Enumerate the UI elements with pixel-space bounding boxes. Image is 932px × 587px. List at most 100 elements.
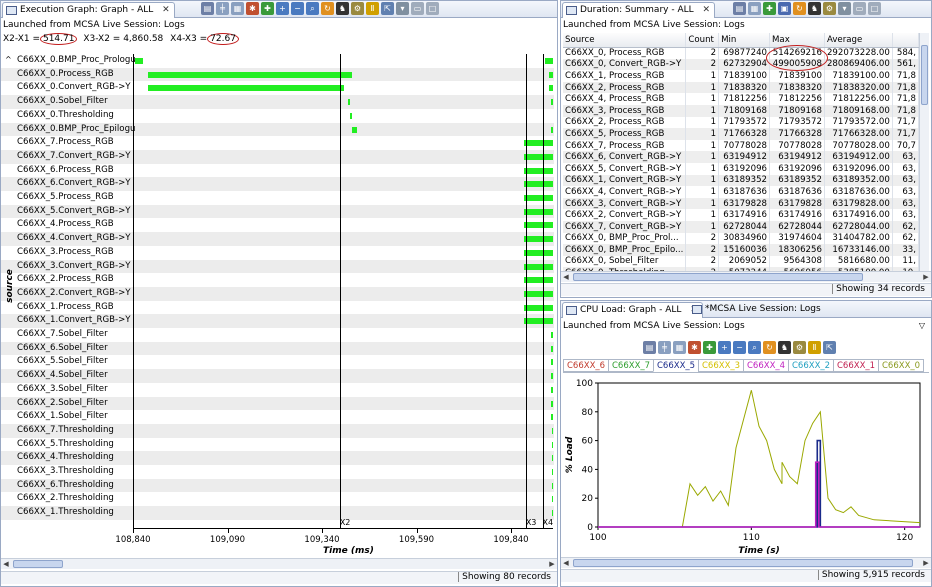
execution-bar[interactable] <box>523 208 553 215</box>
execution-bar[interactable] <box>550 359 553 366</box>
execution-bar[interactable] <box>135 58 144 64</box>
tab-cpu-load[interactable]: CPU Load: Graph - ALL ✕ <box>562 302 703 318</box>
column-header[interactable]: Source <box>563 33 687 48</box>
execution-bar[interactable] <box>551 455 554 462</box>
table-row[interactable]: C66XX_0, Thresholding2507324456969565385… <box>563 267 919 271</box>
execution-bar[interactable] <box>523 222 553 229</box>
graph-row[interactable] <box>1 451 554 465</box>
table-row[interactable]: C66XX_0, BMP_Proc_Prol... 2 30834960 319746… <box>563 232 919 245</box>
graph-row[interactable] <box>1 286 554 301</box>
execution-bar[interactable] <box>551 510 554 517</box>
execution-bar[interactable] <box>523 277 553 284</box>
zoom-fit-icon[interactable]: ⌕ <box>306 2 319 15</box>
settings-icon[interactable]: ⚙ <box>351 2 364 15</box>
graph-row[interactable] <box>1 273 554 287</box>
graph-row[interactable] <box>1 341 554 356</box>
scroll-right-icon[interactable]: ▶ <box>923 559 929 567</box>
export-icon[interactable]: ⇱ <box>381 2 394 15</box>
graph-row[interactable] <box>1 437 554 452</box>
scroll-left-icon[interactable]: ◀ <box>3 560 9 568</box>
graph-row[interactable] <box>1 232 554 246</box>
tab-duration-summary[interactable]: Duration: Summary - ALL ✕ <box>562 2 716 18</box>
find-icon[interactable]: ♞ <box>778 341 791 354</box>
graph-row[interactable] <box>1 191 554 205</box>
vertical-scrollbar[interactable] <box>919 33 929 271</box>
export-icon[interactable]: ⇱ <box>823 341 836 354</box>
table-row[interactable]: C66XX_4, Process_RGB 1 71812256 71812256 718… <box>563 93 919 105</box>
core-tab[interactable]: C66XX_4 <box>743 359 790 372</box>
execution-bar[interactable] <box>523 140 553 147</box>
core-tab[interactable]: C66XX_7 <box>608 359 655 372</box>
execution-bar[interactable] <box>523 263 553 270</box>
graph-row[interactable] <box>1 204 554 219</box>
refresh-icon[interactable]: ↻ <box>321 2 334 15</box>
execution-graph-area[interactable]: C66XX_0.BMP_Proc_Prologue C66XX_0.Process… <box>1 54 557 529</box>
execution-bar[interactable] <box>550 332 553 338</box>
minimize-icon[interactable]: ▭ <box>411 2 424 15</box>
graph-row[interactable] <box>1 506 554 520</box>
graph-row[interactable] <box>1 314 554 328</box>
graph-row[interactable] <box>1 478 554 493</box>
graph-row[interactable] <box>1 54 554 68</box>
marker-line[interactable] <box>133 54 134 529</box>
graph-row[interactable] <box>1 423 554 438</box>
settings-icon[interactable]: ⚙ <box>793 341 806 354</box>
execution-bar[interactable] <box>147 85 344 92</box>
execution-bar[interactable] <box>523 167 553 174</box>
execution-bar[interactable] <box>523 304 553 311</box>
close-icon[interactable]: ✕ <box>162 5 170 15</box>
marker-icon[interactable]: ✱ <box>246 2 259 15</box>
column-header[interactable] <box>892 33 919 48</box>
core-tab[interactable]: C66XX_3 <box>698 359 745 372</box>
find-icon[interactable]: ♞ <box>808 2 821 15</box>
core-tab[interactable]: C66XX_1 <box>833 359 880 372</box>
pause-icon[interactable]: Ⅱ <box>366 2 379 15</box>
measure-icon[interactable]: ╪ <box>216 2 229 15</box>
table-row[interactable]: C66XX_7, Process_RGB 1 70778028 70778028 707… <box>563 139 919 152</box>
execution-bar[interactable] <box>550 373 553 380</box>
graph-row[interactable] <box>1 492 554 507</box>
tab-live-session-logs[interactable]: *MCSA Live Session: Logs <box>689 302 825 317</box>
graph-row[interactable] <box>1 382 554 397</box>
graph-row[interactable] <box>1 136 554 150</box>
filter-icon[interactable]: ✚ <box>703 341 716 354</box>
column-header[interactable]: Count <box>685 33 720 48</box>
horizontal-scrollbar[interactable]: ◀ ▶ <box>561 271 931 282</box>
view-menu-icon[interactable]: ▾ <box>396 2 409 15</box>
core-tab[interactable]: C66XX_2 <box>788 359 835 372</box>
execution-bar[interactable] <box>550 99 553 106</box>
graph-row[interactable] <box>1 300 554 315</box>
graph-row[interactable] <box>1 396 554 411</box>
column-header[interactable]: Average <box>824 33 893 48</box>
table-row[interactable]: C66XX_1, Convert_RGB->Y 1 63189352 63189352… <box>563 174 919 187</box>
table-row[interactable]: C66XX_0, Sobel_Filter 2 2069052 9564308 5816… <box>563 255 919 268</box>
filter-icon[interactable]: ✚ <box>763 2 776 15</box>
scroll-left-icon[interactable]: ◀ <box>563 559 569 567</box>
graph-row[interactable] <box>1 355 554 370</box>
refresh-icon[interactable]: ↻ <box>793 2 806 15</box>
table-row[interactable]: C66XX_2, Convert_RGB->Y 1 63174916 63174916… <box>563 209 919 221</box>
execution-bar[interactable] <box>550 126 553 133</box>
table-row[interactable]: C66XX_7, Convert_RGB->Y 1 62728044 62728044… <box>563 220 919 233</box>
group-icon[interactable]: ▦ <box>748 2 761 15</box>
graph-row[interactable] <box>1 410 554 424</box>
execution-bar[interactable] <box>523 153 553 160</box>
execution-bar[interactable] <box>548 85 553 92</box>
execution-bar[interactable] <box>523 249 553 256</box>
zoom-in-icon[interactable]: + <box>276 2 289 15</box>
graph-row[interactable] <box>1 108 554 123</box>
zoom-out-icon[interactable]: − <box>733 341 746 354</box>
execution-bar[interactable] <box>523 290 553 297</box>
table-row[interactable]: C66XX_5, Convert_RGB->Y 1 63192096 63192096… <box>563 162 919 175</box>
scroll-thumb[interactable] <box>573 559 913 567</box>
table-row[interactable]: C66XX_0, BMP_Proc_Epilo... 2 15160036 18306… <box>563 244 919 256</box>
table-row[interactable]: C66XX_1, Process_RGB 1 71839100 71839100 718… <box>563 70 919 82</box>
execution-bar[interactable] <box>550 414 553 421</box>
zoom-out-icon[interactable]: − <box>291 2 304 15</box>
table-row[interactable]: C66XX_5, Process_RGB 1 71766328 71766328 717… <box>563 128 919 140</box>
execution-bar[interactable] <box>550 400 553 407</box>
column-header[interactable]: Max <box>769 33 825 48</box>
scroll-right-icon[interactable]: ▶ <box>923 273 929 281</box>
column-header[interactable]: Min <box>718 33 771 48</box>
execution-bar[interactable] <box>551 482 554 489</box>
